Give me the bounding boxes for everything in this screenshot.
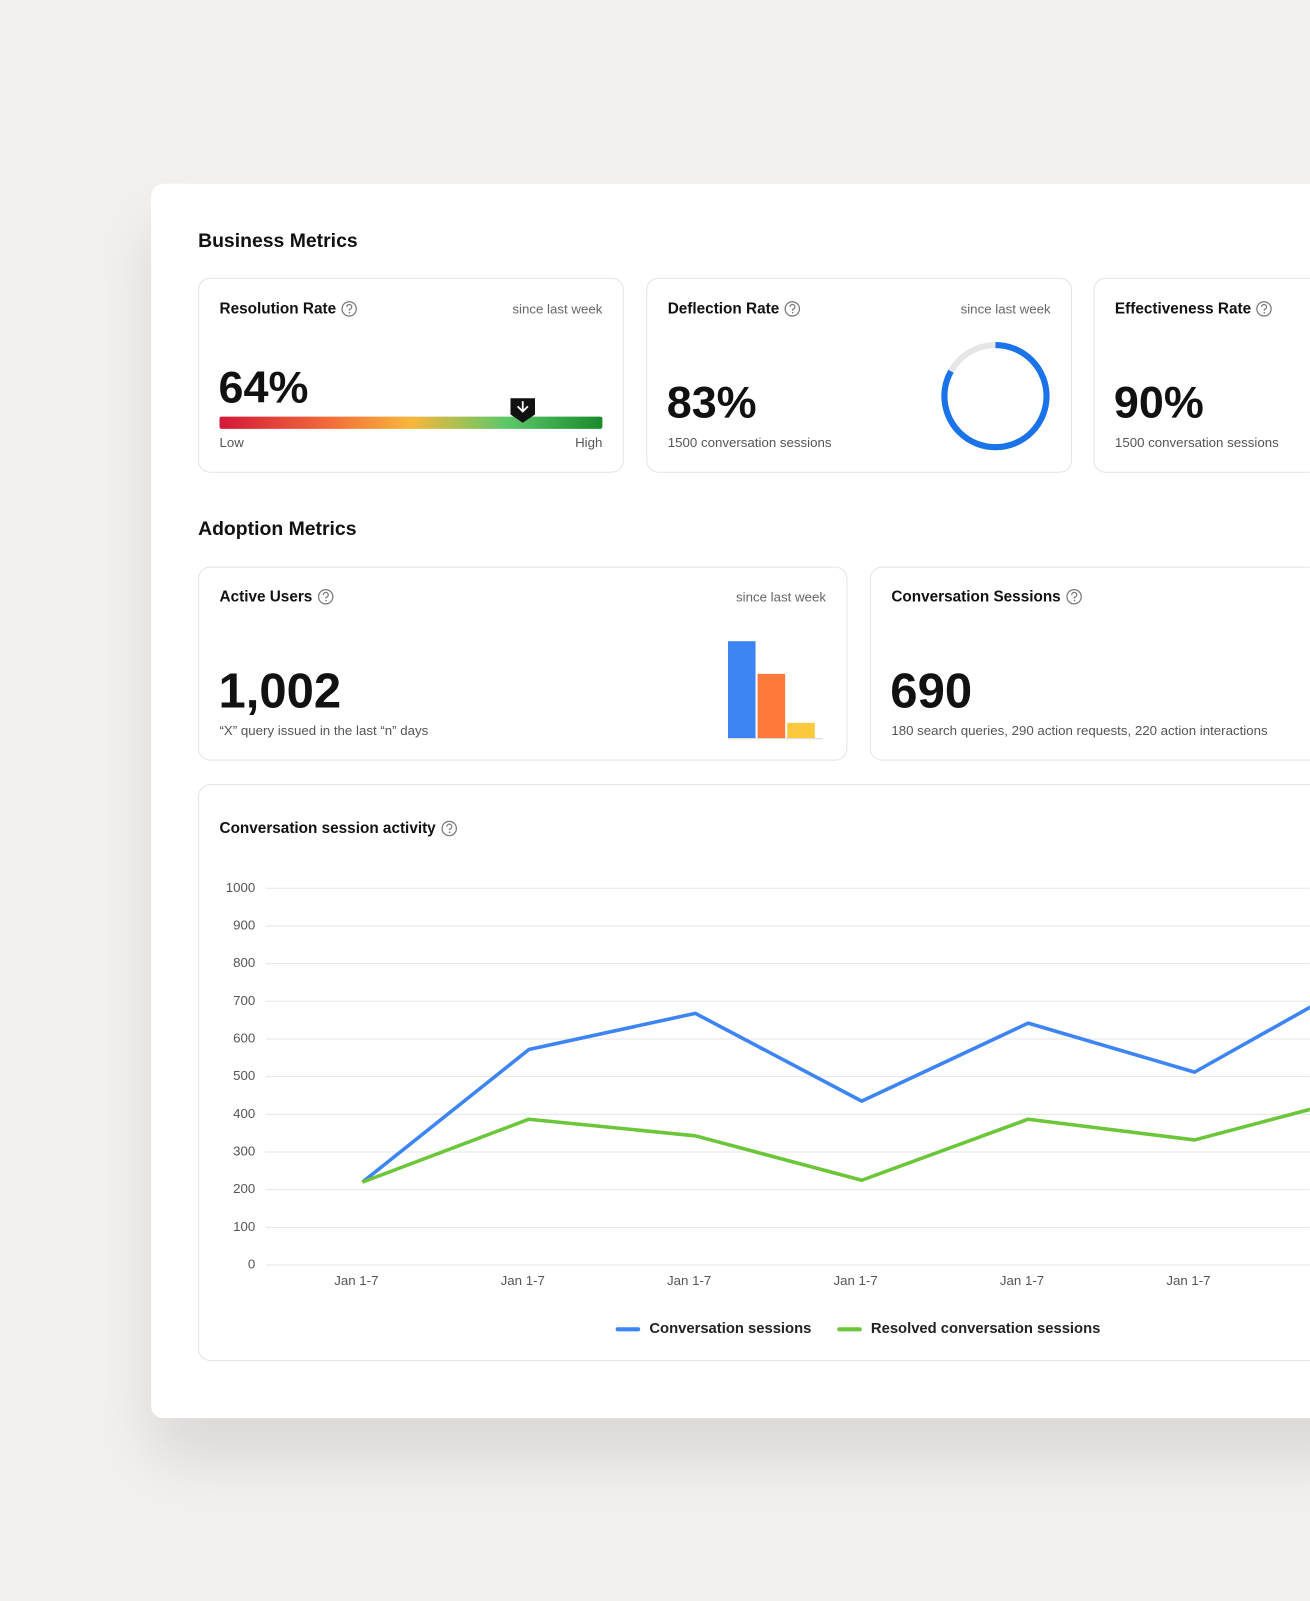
metric-card [198, 277, 624, 473]
metric-card [869, 566, 1310, 761]
card-title: Conversation Sessions [891, 588, 1061, 606]
card-title: Active Users [219, 588, 313, 606]
metric-value: 64% [218, 362, 309, 413]
gauge-low: Low [219, 434, 244, 451]
metric-subtitle: 1500 conversation sessions [667, 434, 832, 451]
metric-value: 690 [890, 664, 973, 719]
gauge-high: High [575, 434, 603, 451]
metric-value: 83% [666, 377, 757, 428]
card-title: Effectiveness Rate [1114, 300, 1252, 318]
card-title: Conversation session activity [219, 819, 436, 838]
since-label: since last week [960, 301, 1051, 317]
card-title: Resolution Rate [219, 300, 337, 318]
section-title: Adoption Metrics [198, 518, 357, 541]
since-label: since last week [735, 589, 826, 605]
metric-subtitle: “X” query issued in the last “n” days [219, 722, 429, 739]
metric-value: 1,002 [218, 664, 342, 719]
card-title: Deflection Rate [667, 300, 780, 318]
metric-card [1093, 277, 1310, 473]
metric-value: 90% [1113, 377, 1204, 428]
since-label: since last week [512, 301, 603, 317]
metric-subtitle: 180 search queries, 290 action requests,… [891, 722, 1268, 739]
chart-card [198, 784, 1310, 1361]
metric-subtitle: 1500 conversation sessions [1114, 434, 1279, 451]
section-title: Business Metrics [198, 230, 358, 253]
